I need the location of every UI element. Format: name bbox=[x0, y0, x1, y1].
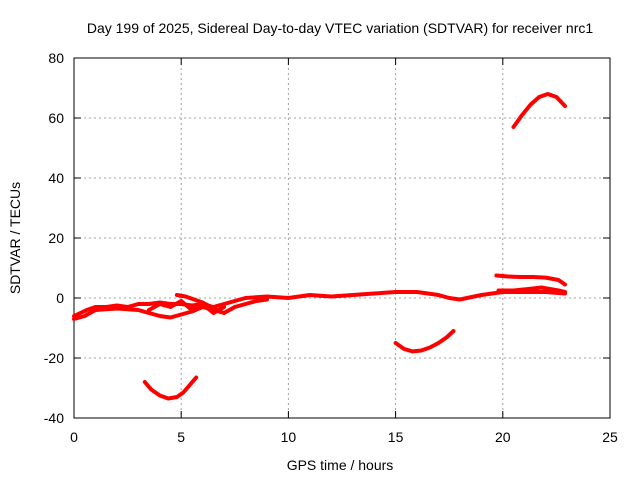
y-tick-label: -40 bbox=[44, 410, 64, 426]
y-tick-label: 40 bbox=[48, 170, 64, 186]
series-arc-dip-2 bbox=[393, 329, 456, 354]
y-tick-label: 20 bbox=[48, 230, 64, 246]
x-axis-label: GPS time / hours bbox=[287, 457, 394, 473]
series-arc-main-lower bbox=[72, 297, 269, 321]
grid bbox=[74, 58, 610, 418]
data-series bbox=[72, 92, 567, 401]
x-tick-label: 25 bbox=[602, 429, 618, 445]
x-tick-label: 20 bbox=[495, 429, 511, 445]
series-arc-hump bbox=[174, 293, 222, 314]
x-tick-label: 0 bbox=[70, 429, 78, 445]
series-arc-tangle bbox=[147, 299, 227, 315]
y-tick-label: 60 bbox=[48, 110, 64, 126]
y-tick-label: 80 bbox=[48, 50, 64, 66]
series-arc-plateau-top bbox=[494, 273, 567, 287]
x-tick-label: 15 bbox=[388, 429, 404, 445]
y-tick-label: -20 bbox=[44, 350, 64, 366]
series-arc-main-upper bbox=[72, 290, 567, 318]
series-arc-plateau-mid bbox=[496, 285, 567, 294]
y-tick-label: 0 bbox=[56, 290, 64, 306]
axis-ticks: 0 5 10 15 20 25 -40 -20 0 20 40 60 80 bbox=[44, 50, 618, 445]
series-arc-dip-1 bbox=[142, 375, 199, 401]
series-arc-peak bbox=[511, 92, 567, 129]
y-axis-label: SDTVAR / TECUs bbox=[7, 182, 23, 294]
chart-title: Day 199 of 2025, Sidereal Day-to-day VTE… bbox=[87, 20, 593, 36]
x-tick-label: 10 bbox=[281, 429, 297, 445]
x-tick-label: 5 bbox=[177, 429, 185, 445]
